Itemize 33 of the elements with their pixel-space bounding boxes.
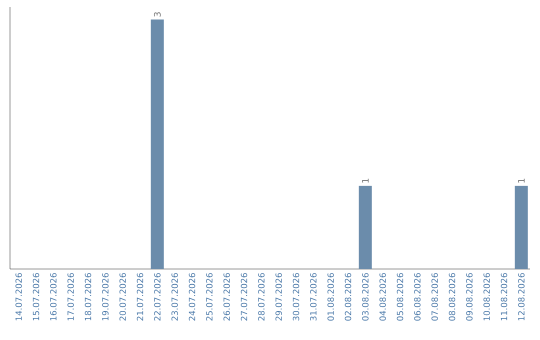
x-tick-label: 11.08.2026 bbox=[500, 273, 508, 320]
x-tick-label: 09.08.2026 bbox=[466, 273, 473, 321]
x-tick-label: 06.08.2026 bbox=[414, 273, 421, 321]
x-tick-label: 27.07.2026 bbox=[240, 273, 248, 321]
x-tick-label: 20.07.2026 bbox=[119, 273, 126, 321]
x-tick-label: 26.07.2026 bbox=[223, 273, 230, 321]
x-tick-label: 02.08.2026 bbox=[344, 273, 352, 321]
x-tick-label: 01.08.2026 bbox=[327, 273, 334, 321]
x-tick-label: 29.07.2026 bbox=[275, 273, 282, 321]
x-tick-label: 14.07.2026 bbox=[15, 273, 22, 320]
x-tick-label: 17.07.2026 bbox=[67, 273, 74, 320]
x-tick-label: 16.07.2026 bbox=[50, 273, 57, 320]
x-tick-label: 23.07.2026 bbox=[171, 273, 178, 321]
x-tick-label: 28.07.2026 bbox=[258, 273, 265, 321]
x-tick-label: 30.07.2026 bbox=[292, 273, 300, 321]
x-tick-label: 03.08.2026 bbox=[362, 273, 369, 321]
x-tick-label: 22.07.2026 bbox=[154, 273, 161, 321]
x-tick-label: 05.08.2026 bbox=[396, 273, 404, 321]
x-tick-label: 10.08.2026 bbox=[483, 273, 490, 320]
data-label: 1 bbox=[518, 178, 525, 183]
x-tick-label: 18.07.2026 bbox=[84, 273, 92, 320]
x-tick-label: 19.07.2026 bbox=[102, 273, 109, 320]
x-tick-label: 24.07.2026 bbox=[188, 273, 196, 321]
x-tick-label: 07.08.2026 bbox=[431, 273, 438, 321]
x-tick-label: 25.07.2026 bbox=[206, 273, 213, 321]
x-tick-label: 31.07.2026 bbox=[310, 273, 317, 321]
x-tick-label: 12.08.2026 bbox=[518, 273, 525, 320]
x-tick-label: 08.08.2026 bbox=[448, 273, 456, 321]
x-tick-label: 04.08.2026 bbox=[379, 273, 386, 321]
x-tick-label: 21.07.2026 bbox=[136, 273, 144, 321]
x-tick-label: 15.07.2026 bbox=[32, 273, 40, 320]
data-label: 3 bbox=[154, 12, 161, 17]
data-label: 1 bbox=[362, 178, 369, 183]
